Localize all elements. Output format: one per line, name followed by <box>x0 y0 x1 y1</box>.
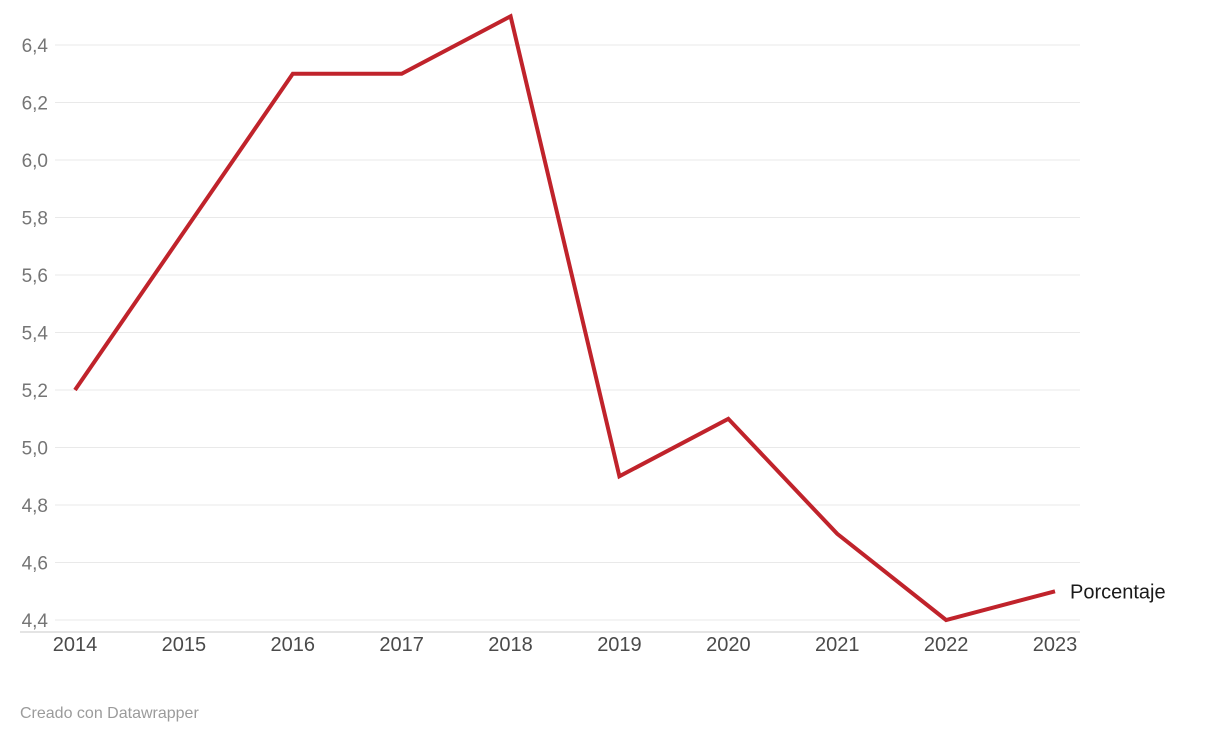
y-axis-tick-label: 4,4 <box>22 611 49 632</box>
y-axis-tick-label: 5,4 <box>22 324 49 345</box>
y-axis-tick-label: 4,8 <box>22 496 48 517</box>
y-axis-tick-label: 5,8 <box>22 209 48 230</box>
y-axis-tick-label: 5,2 <box>22 381 48 402</box>
line-chart: 4,4 4,6 4,8 5,0 5,2 5,4 5,6 5,8 6,0 6,2 6,4 2014 201… <box>20 13 1166 656</box>
x-axis-tick-label: 2022 <box>924 634 969 656</box>
x-axis-tick-label: 2015 <box>162 634 207 656</box>
x-axis-tick-label: 2014 <box>53 634 98 656</box>
x-axis-tick-label: 2018 <box>488 634 533 656</box>
y-axis-tick-label: 6,2 <box>22 94 48 115</box>
x-axis-tick-label: 2017 <box>379 634 424 656</box>
y-axis-tick-label: 6,0 <box>22 151 48 172</box>
y-axis-tick-label: 5,6 <box>22 266 48 287</box>
attribution-text: Creado con Datawrapper <box>20 705 199 722</box>
x-axis-tick-label: 2020 <box>706 634 751 656</box>
y-axis-tick-label: 4,6 <box>22 554 48 575</box>
x-axis-tick-label: 2019 <box>597 634 642 656</box>
x-axis-tick-label: 2021 <box>815 634 860 656</box>
y-axis-tick-label: 6,4 <box>22 36 49 57</box>
series-direct-label: Porcentaje <box>1070 581 1166 603</box>
y-axis-tick-label: 5,0 <box>22 439 48 460</box>
series-line-porcentaje <box>73 13 1056 623</box>
x-axis-tick-label: 2023 <box>1033 634 1078 656</box>
x-axis-tick-label: 2016 <box>271 634 316 656</box>
